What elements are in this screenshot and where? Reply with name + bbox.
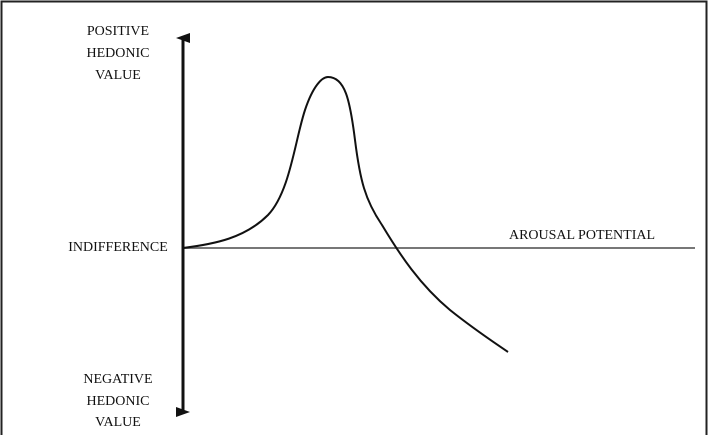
negative-label: HEDONIC	[87, 394, 150, 409]
positive-label: VALUE	[95, 68, 141, 83]
positive-label: POSITIVE	[87, 24, 149, 39]
x-axis-label: AROUSAL POTENTIAL	[509, 228, 655, 243]
positive-label: HEDONIC	[87, 46, 150, 61]
origin-label: INDIFFERENCE	[68, 240, 168, 255]
negative-label: VALUE	[95, 415, 141, 430]
negative-label: NEGATIVE	[83, 372, 152, 387]
hedonic-curve	[182, 75, 509, 353]
